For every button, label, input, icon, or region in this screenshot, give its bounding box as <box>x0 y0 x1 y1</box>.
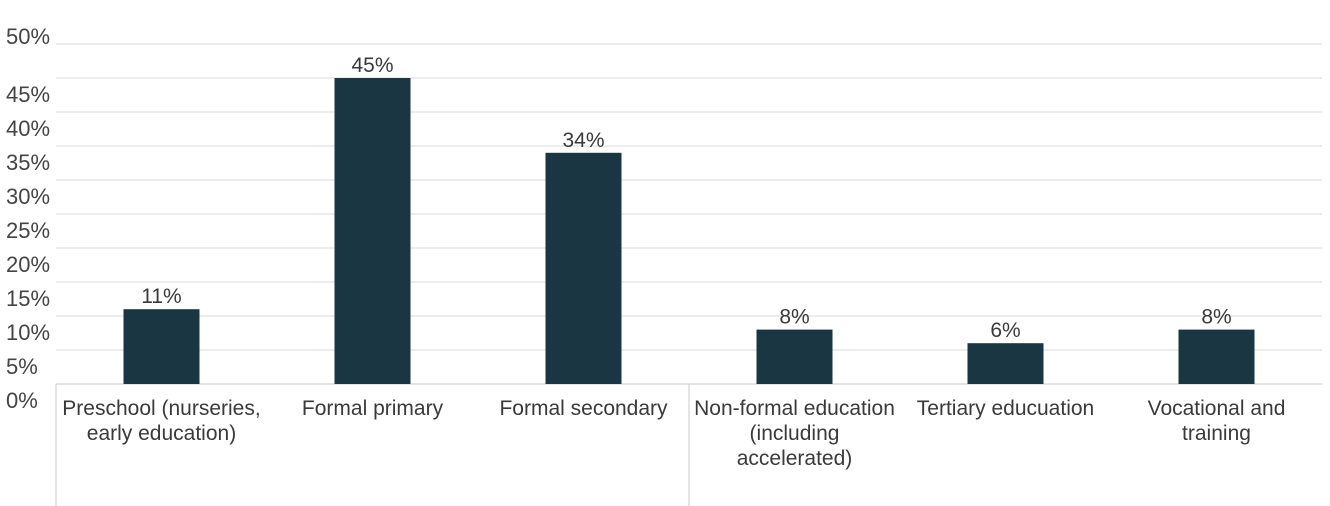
data-label: 34% <box>562 129 604 152</box>
x-axis <box>55 383 1322 506</box>
gridlines <box>56 43 1322 351</box>
data-label: 6% <box>990 319 1020 342</box>
x-category-label: Non-formal education (including accelera… <box>694 397 895 470</box>
y-tick-label: 25% <box>6 218 50 243</box>
y-tick-label: 30% <box>6 184 50 209</box>
data-label: 8% <box>779 306 809 329</box>
bar <box>123 309 200 384</box>
y-tick-label: 45% <box>6 82 50 107</box>
data-labels: 11% 45% 34% 8% 6% 8% <box>141 54 1231 342</box>
x-category-label: Formal secondary <box>499 397 668 420</box>
data-label: 45% <box>351 54 393 77</box>
bars <box>123 78 1255 384</box>
x-category-label: Tertiary educuation <box>916 397 1095 420</box>
x-category-label: Formal primary <box>301 397 444 420</box>
y-tick-label: 10% <box>6 320 50 345</box>
y-tick-label: 0% <box>6 388 38 413</box>
x-category-label: Vocational and training <box>1147 397 1286 445</box>
bar <box>967 343 1044 384</box>
y-tick-label: 50% <box>6 24 50 49</box>
y-tick-label: 5% <box>6 354 38 379</box>
y-tick-label: 15% <box>6 286 50 311</box>
bar <box>1178 329 1255 384</box>
x-category-label: Preschool (nurseries, early education) <box>62 397 261 445</box>
y-axis-ticks: 0% 5% 10% 15% 20% 25% 30% 35% 40% 45% 50% <box>6 24 50 413</box>
y-tick-label: 20% <box>6 252 50 277</box>
y-tick-label: 35% <box>6 150 50 175</box>
y-tick-label: 40% <box>6 116 50 141</box>
bar <box>545 152 622 384</box>
data-label: 8% <box>1201 306 1231 329</box>
data-label: 11% <box>141 285 181 308</box>
bar <box>334 78 411 384</box>
bar <box>756 329 833 384</box>
